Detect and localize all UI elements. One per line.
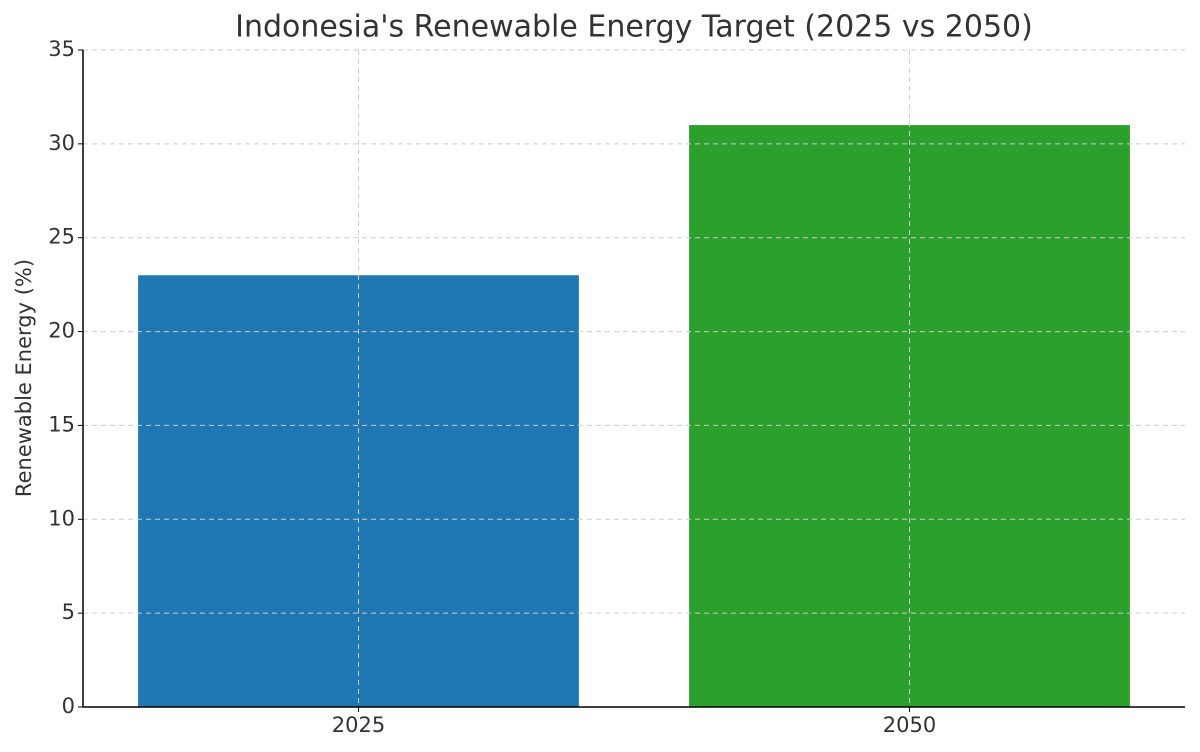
y-tick-label: 30 — [48, 131, 75, 155]
y-tick-label: 10 — [48, 506, 75, 530]
y-tick-label: 15 — [48, 412, 75, 436]
y-tick-label: 35 — [48, 37, 75, 61]
y-tick-label: 20 — [48, 319, 75, 343]
y-tick-label: 5 — [62, 600, 75, 624]
chart-title: Indonesia's Renewable Energy Target (202… — [235, 10, 1033, 45]
y-axis-label: Renewable Energy (%) — [12, 259, 36, 497]
x-tick-label: 2025 — [332, 713, 385, 737]
x-tick-label: 2050 — [883, 713, 936, 737]
y-tick-label: 25 — [48, 225, 75, 249]
y-tick-label: 0 — [62, 694, 75, 718]
